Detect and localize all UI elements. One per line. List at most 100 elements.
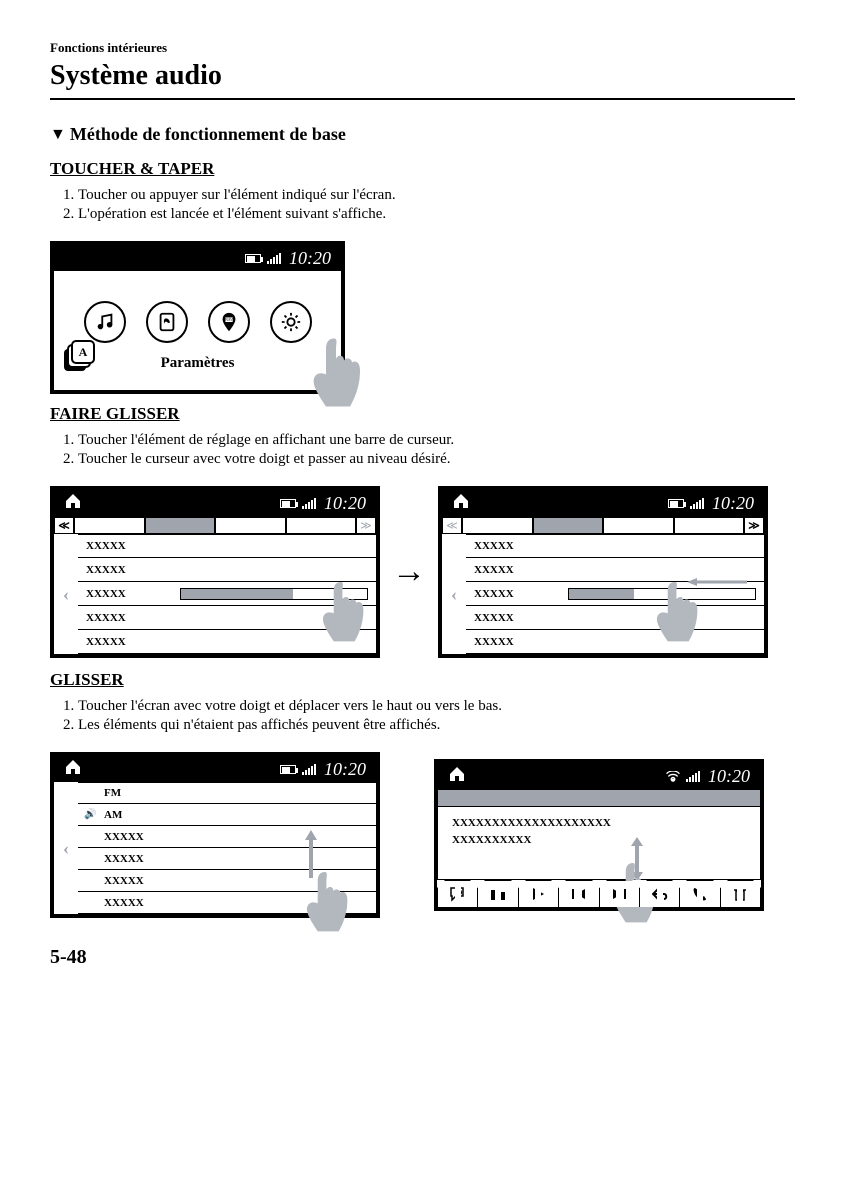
back-button[interactable] bbox=[640, 881, 680, 907]
step: Toucher ou appuyer sur l'élément indiqué… bbox=[78, 187, 795, 204]
radio-label: XXXXX bbox=[104, 853, 144, 865]
slider-screenshot-a: 10:20 ≪ ≫ ‹ XXXXX XXXXX XXXXX bbox=[50, 486, 380, 658]
radio-row[interactable]: XXXXX bbox=[78, 892, 376, 914]
tab-selected[interactable] bbox=[533, 517, 604, 534]
clock: 10:20 bbox=[324, 760, 366, 778]
step: Les éléments qui n'étaient pas affichés … bbox=[78, 717, 795, 734]
phone-icon[interactable] bbox=[146, 301, 188, 343]
battery-icon bbox=[245, 254, 261, 263]
player-controls bbox=[438, 879, 760, 907]
battery-icon bbox=[280, 499, 296, 508]
list-label: XXXXX bbox=[474, 564, 564, 576]
radio-row-selected[interactable]: AM bbox=[78, 804, 376, 826]
signal-icon bbox=[302, 498, 316, 509]
folder-button[interactable] bbox=[478, 881, 518, 907]
list-item[interactable]: XXXXX bbox=[78, 606, 376, 630]
nav-icon[interactable]: NAV bbox=[208, 301, 250, 343]
subheading-scroll: GLISSER bbox=[50, 670, 795, 690]
tab[interactable] bbox=[286, 517, 357, 534]
steps-toucher: Toucher ou appuyer sur l'élément indiqué… bbox=[50, 187, 795, 223]
now-playing-text: XXXXXXXXXXXXXXXXXXXX XXXXXXXXXX bbox=[438, 807, 760, 879]
subheading-toucher: TOUCHER & TAPER bbox=[50, 159, 795, 179]
home-icon[interactable] bbox=[64, 493, 82, 509]
play-button[interactable] bbox=[519, 881, 559, 907]
slider-track[interactable] bbox=[568, 588, 756, 600]
text-line: XXXXXXXXXXXXXXXXXXXX bbox=[452, 815, 746, 832]
radio-row[interactable]: XXXXX bbox=[78, 826, 376, 848]
list-label: XXXXX bbox=[86, 612, 176, 624]
list-item[interactable]: XXXXX bbox=[466, 606, 764, 630]
tab-row: ≪ ≫ bbox=[54, 516, 376, 534]
main-menu-screenshot: 10:20 A NAV Paramètres bbox=[50, 241, 345, 394]
tab[interactable] bbox=[215, 517, 286, 534]
list-label: XXXXX bbox=[86, 564, 176, 576]
radio-row[interactable]: FM bbox=[78, 782, 376, 804]
signal-icon bbox=[267, 253, 281, 264]
radio-label: AM bbox=[104, 809, 122, 821]
list-label: XXXXX bbox=[474, 636, 564, 648]
status-bar: 10:20 bbox=[54, 490, 376, 516]
step: Toucher le curseur avec votre doigt et p… bbox=[78, 451, 795, 468]
title-rule bbox=[50, 98, 795, 100]
home-icon[interactable] bbox=[452, 493, 470, 509]
battery-icon bbox=[668, 499, 684, 508]
scroll-updown-arrow-icon bbox=[628, 837, 646, 886]
tab-prev[interactable]: ≪ bbox=[54, 517, 74, 534]
slider-fill bbox=[181, 589, 293, 599]
phone-button[interactable] bbox=[680, 881, 720, 907]
home-icon[interactable] bbox=[448, 766, 466, 782]
svg-text:A: A bbox=[79, 345, 88, 359]
radio-label: FM bbox=[104, 787, 121, 799]
list-label: XXXXX bbox=[474, 540, 564, 552]
back-chevron-icon[interactable]: ‹ bbox=[442, 534, 466, 654]
back-chevron-icon[interactable]: ‹ bbox=[54, 782, 78, 914]
status-bar: 10:20 bbox=[438, 763, 760, 789]
list-item[interactable]: XXXXX bbox=[78, 558, 376, 582]
breadcrumb: Fonctions intérieures bbox=[50, 40, 795, 56]
settings-icon[interactable] bbox=[270, 301, 312, 343]
radio-label: XXXXX bbox=[104, 875, 144, 887]
next-button[interactable] bbox=[600, 881, 640, 907]
tab-prev[interactable]: ≪ bbox=[442, 517, 462, 534]
list-item-slider[interactable]: XXXXX bbox=[78, 582, 376, 606]
list-item[interactable]: XXXXX bbox=[466, 630, 764, 654]
scroll-up-arrow-icon bbox=[302, 830, 320, 885]
tab-selected[interactable] bbox=[145, 517, 216, 534]
tab[interactable] bbox=[462, 517, 533, 534]
back-chevron-icon[interactable]: ‹ bbox=[54, 534, 78, 654]
tab-next[interactable]: ≫ bbox=[744, 517, 764, 534]
tab[interactable] bbox=[674, 517, 745, 534]
list-item[interactable]: XXXXX bbox=[466, 534, 764, 558]
slider-screenshot-b: 10:20 ≪ ≫ ‹ XXXXX XXXXX XXXXX bbox=[438, 486, 768, 658]
tab[interactable] bbox=[74, 517, 145, 534]
status-bar: 10:20 bbox=[442, 490, 764, 516]
apps-stack-icon[interactable]: A bbox=[62, 339, 98, 375]
home-icon[interactable] bbox=[64, 759, 82, 775]
list-label: XXXXX bbox=[86, 636, 176, 648]
radio-row[interactable]: XXXXX bbox=[78, 848, 376, 870]
radio-row[interactable]: XXXXX bbox=[78, 870, 376, 892]
step: Toucher l'écran avec votre doigt et dépl… bbox=[78, 698, 795, 715]
finger-pointer-icon bbox=[308, 334, 363, 414]
speech-button[interactable] bbox=[438, 881, 478, 907]
trash-button[interactable] bbox=[721, 881, 760, 907]
triangle-marker-icon: ▼ bbox=[50, 126, 66, 144]
slider-direction-arrow-icon bbox=[687, 577, 747, 587]
steps-glisser: Toucher l'élément de réglage en affichan… bbox=[50, 432, 795, 468]
signal-icon bbox=[686, 771, 700, 782]
svg-text:NAV: NAV bbox=[225, 318, 233, 322]
list-item[interactable]: XXXXX bbox=[78, 630, 376, 654]
tab-next[interactable]: ≫ bbox=[356, 517, 376, 534]
text-line: XXXXXXXXXX bbox=[452, 832, 746, 849]
prev-button[interactable] bbox=[559, 881, 599, 907]
tab-row: ≪ ≫ bbox=[442, 516, 764, 534]
signal-icon bbox=[302, 764, 316, 775]
slider-track[interactable] bbox=[180, 588, 368, 600]
list-item[interactable]: XXXXX bbox=[78, 534, 376, 558]
list-label: XXXXX bbox=[474, 588, 564, 600]
list-item-slider[interactable]: XXXXX bbox=[466, 582, 764, 606]
list-label: XXXXX bbox=[86, 588, 176, 600]
music-icon[interactable] bbox=[84, 301, 126, 343]
tab[interactable] bbox=[603, 517, 674, 534]
radio-label: XXXXX bbox=[104, 831, 144, 843]
